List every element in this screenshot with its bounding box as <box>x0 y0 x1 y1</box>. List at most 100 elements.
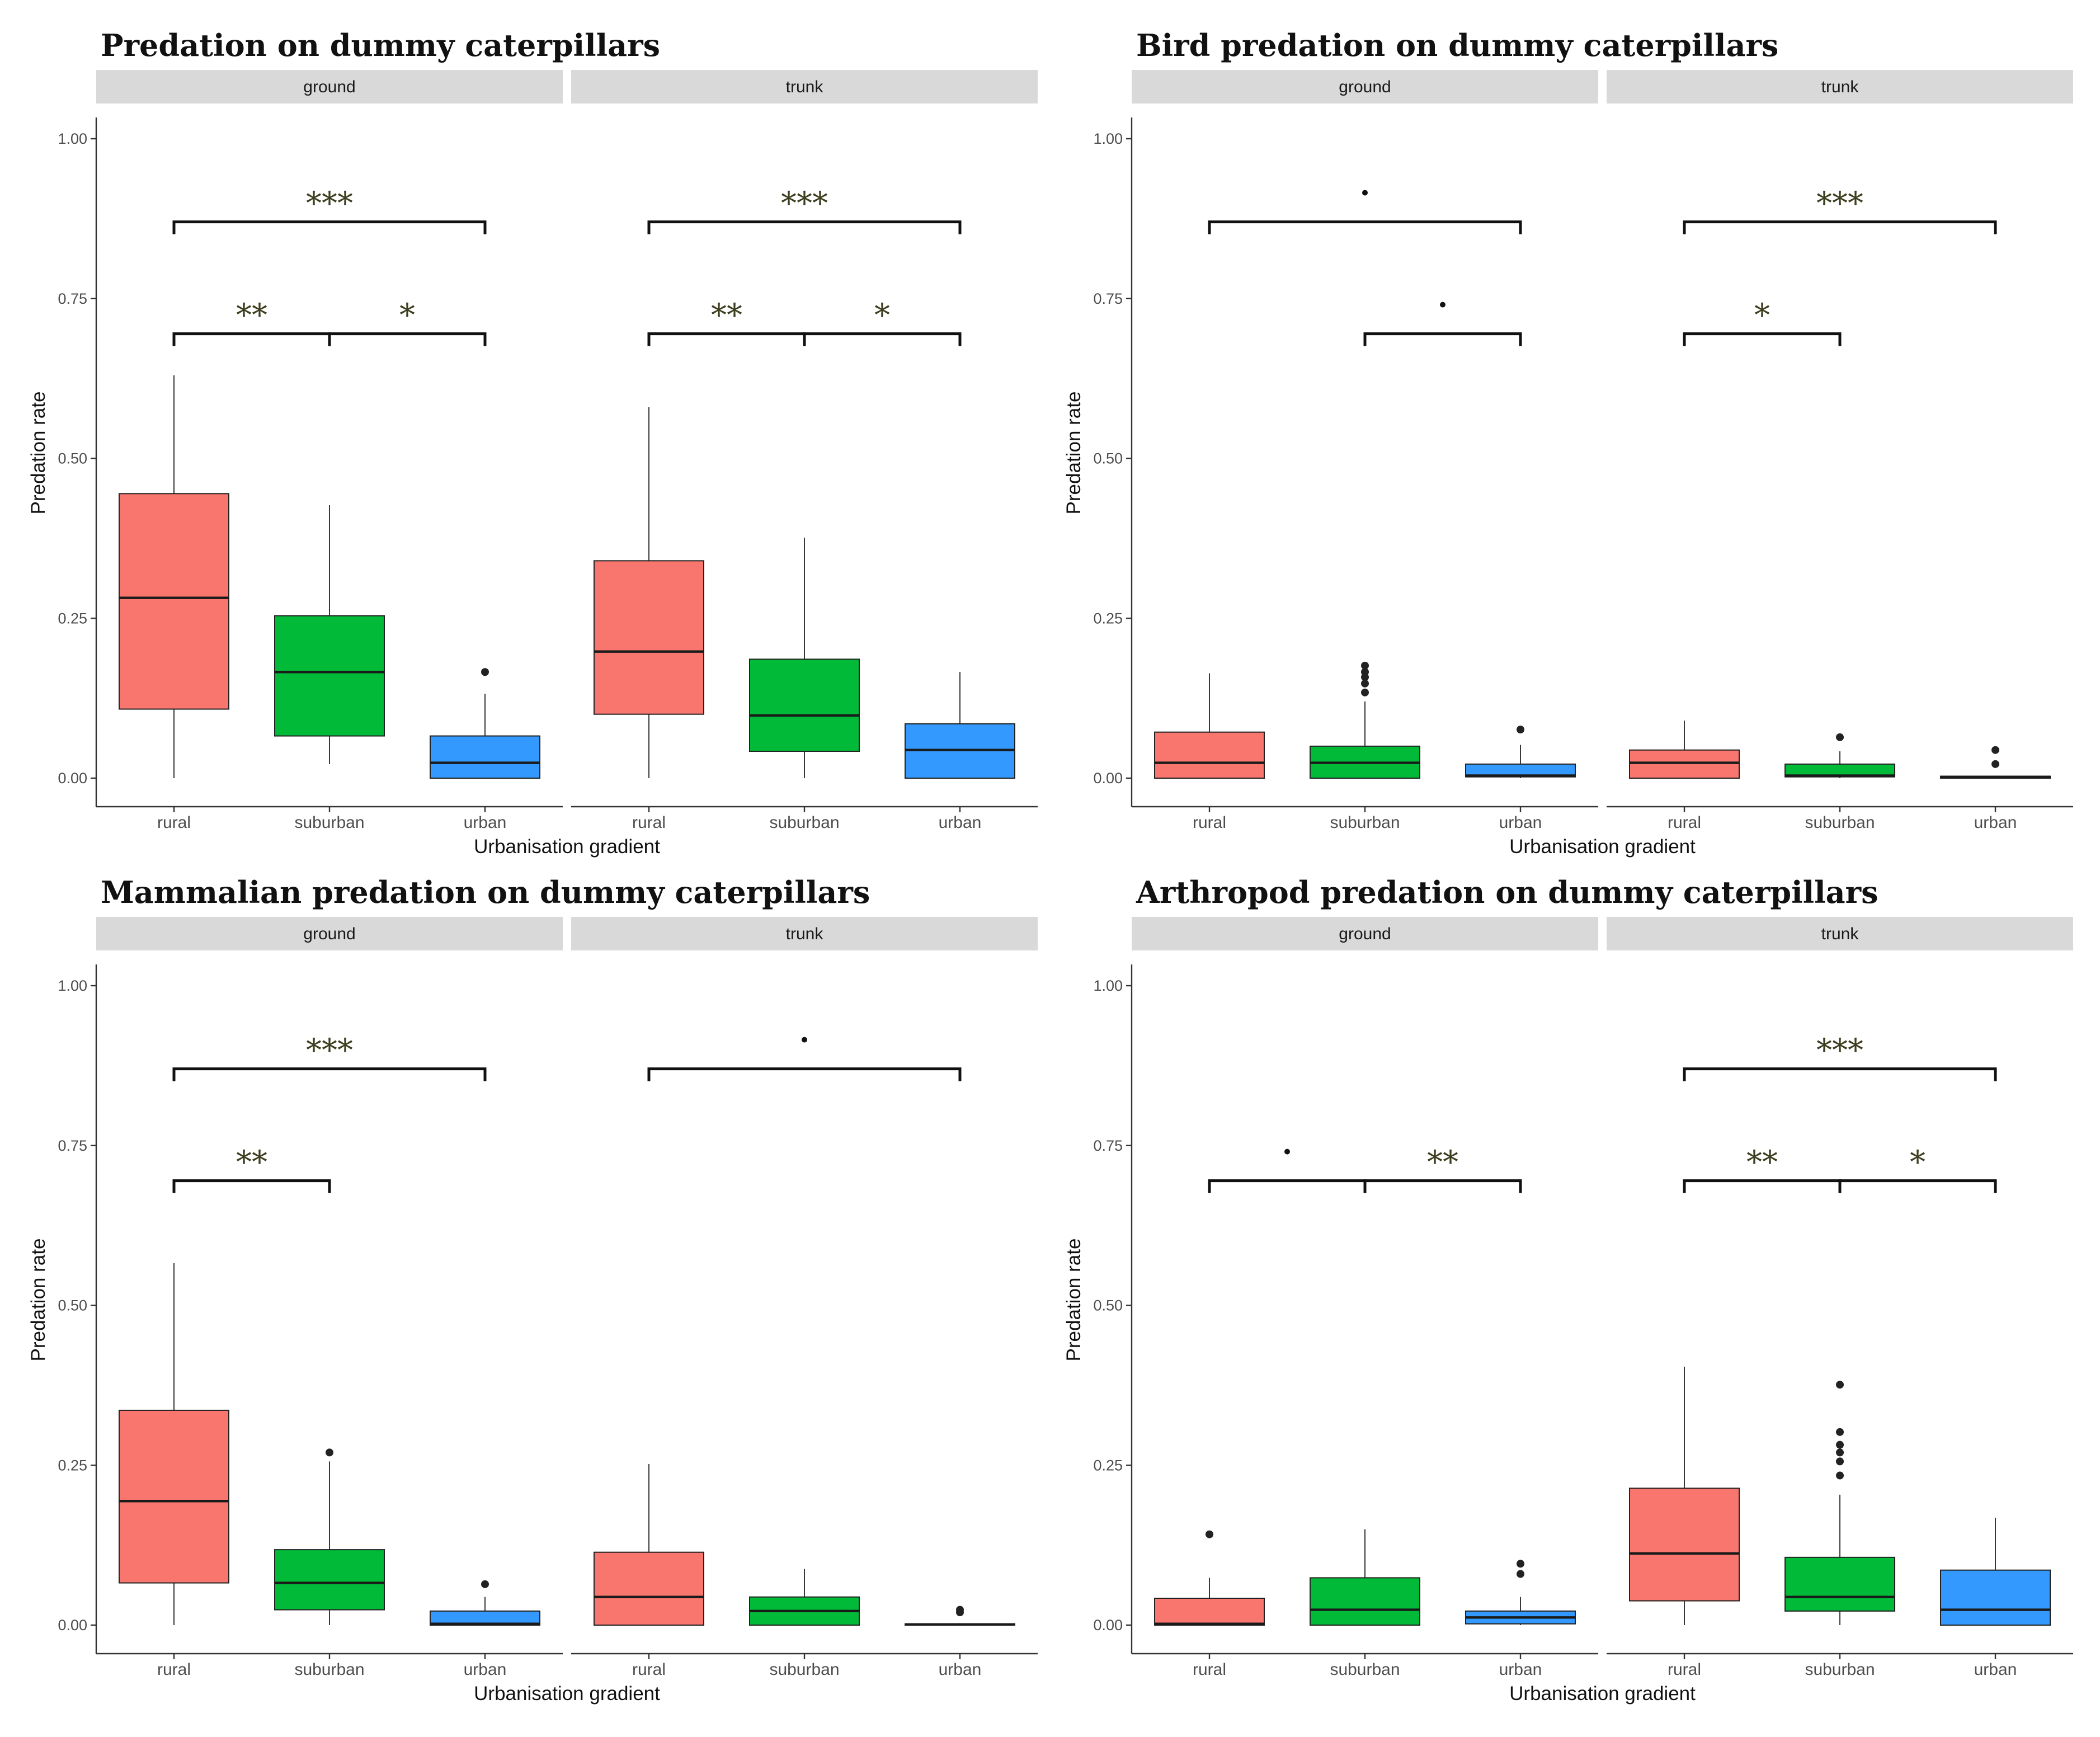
bracket-line <box>1838 1179 1997 1193</box>
significance-bracket <box>1208 1148 1367 1193</box>
box-rect <box>430 735 540 779</box>
x-tick-label-rural: rural <box>632 1660 666 1679</box>
chart-title: Bird predation on dummy caterpillars <box>1136 27 1778 63</box>
outlier-point <box>1836 1381 1844 1389</box>
box-suburban <box>749 538 860 778</box>
significance-bracket: *** <box>1683 1033 1997 1081</box>
bracket-label: *** <box>306 186 353 222</box>
box-suburban <box>1784 733 1895 778</box>
significance-bracket <box>1363 302 1522 346</box>
outlier-point <box>1361 688 1369 696</box>
box-rect <box>1154 1597 1265 1626</box>
box-urban <box>430 1580 540 1626</box>
box-rect <box>274 1549 385 1611</box>
outlier-point <box>1517 1570 1524 1578</box>
outlier-point <box>1517 726 1524 734</box>
chart-title: Predation on dummy caterpillars <box>101 27 660 63</box>
x-tick-label-rural: rural <box>1668 813 1701 832</box>
y-tick-label: 0.00 <box>1093 1617 1123 1634</box>
outlier-point <box>1836 1428 1844 1436</box>
significance-bracket: ** <box>172 1145 331 1193</box>
x-tick-label-urban: urban <box>1974 813 2017 832</box>
y-axis-title: Predation rate <box>1063 392 1085 515</box>
bracket-label: *** <box>781 186 828 222</box>
y-tick-label: 0.75 <box>1093 290 1123 307</box>
outlier-point <box>481 668 489 676</box>
x-axis-title: Urbanisation gradient <box>474 1683 660 1705</box>
bracket-line <box>1683 1179 1842 1193</box>
chart-4: Arthropod predation on dummy caterpillar… <box>1063 874 2073 1705</box>
x-tick-label-rural: rural <box>157 813 191 832</box>
box-rect <box>594 1551 704 1626</box>
bracket-label: * <box>1754 298 1770 334</box>
y-tick-label: 0.25 <box>58 1457 87 1474</box>
box-rural <box>119 1263 229 1625</box>
y-axis-title: Predation rate <box>1063 1239 1085 1362</box>
strip-label: trunk <box>786 78 824 96</box>
box-urban <box>1940 1517 2051 1626</box>
outlier-point <box>1206 1530 1213 1538</box>
significance-bracket: ** <box>647 298 806 346</box>
x-tick-label-suburban: suburban <box>769 1660 839 1679</box>
y-tick-label: 0.50 <box>1093 1297 1123 1314</box>
x-tick-label-urban: urban <box>1499 813 1542 832</box>
significance-bracket: *** <box>647 186 962 234</box>
outlier-point <box>1836 1471 1844 1480</box>
bracket-label: *** <box>1816 186 1863 222</box>
bracket-label: ** <box>1746 1145 1778 1181</box>
bracket-line <box>803 332 962 346</box>
y-tick-label: 0.50 <box>58 450 87 467</box>
x-tick-label-urban: urban <box>464 813 507 832</box>
outlier-point <box>1836 1448 1844 1457</box>
y-tick-label: 0.75 <box>58 1137 87 1154</box>
box-urban <box>1465 1560 1576 1625</box>
y-axis-title: Predation rate <box>27 1239 49 1362</box>
panel-ground: ground rural suburban urban <box>1132 70 1598 832</box>
strip-label: ground <box>1339 925 1391 943</box>
y-tick-label: 1.00 <box>58 130 87 147</box>
strip-background <box>96 70 563 103</box>
significance-bracket: *** <box>172 1033 487 1081</box>
box-urban <box>1465 726 1576 778</box>
x-tick-label-suburban: suburban <box>1805 813 1875 832</box>
outlier-point <box>326 1448 333 1457</box>
significance-bracket: *** <box>1683 186 1997 234</box>
box-rect <box>119 1409 229 1584</box>
box-rural <box>1629 1367 1740 1625</box>
box-rect <box>594 560 704 715</box>
box-rect <box>1154 731 1265 779</box>
box-suburban <box>1784 1381 1895 1625</box>
strip-label: ground <box>303 925 355 943</box>
x-tick-label-rural: rural <box>1193 1660 1226 1679</box>
x-tick-label-rural: rural <box>1193 813 1226 832</box>
significance-bracket: * <box>1838 1145 1997 1193</box>
bracket-label <box>1362 190 1368 196</box>
bracket-label: ** <box>711 298 742 334</box>
box-suburban <box>274 1448 385 1625</box>
box-rect <box>1465 763 1576 778</box>
y-tick-label: 0.25 <box>58 610 87 627</box>
box-urban <box>905 1606 1015 1626</box>
bracket-line <box>1683 1067 1997 1081</box>
x-tick-label-urban: urban <box>939 1660 982 1679</box>
strip-label: trunk <box>1821 925 1859 943</box>
x-tick-label-rural: rural <box>632 813 666 832</box>
strip-background <box>1132 917 1598 950</box>
y-tick-label: 0.75 <box>1093 1137 1123 1154</box>
chart-1: Predation on dummy caterpillars 0.00 0.25 0… <box>27 27 1038 858</box>
bracket-line <box>1683 220 1997 234</box>
chart-3: Mammalian predation on dummy caterpillar… <box>27 874 1038 1705</box>
bracket-label: * <box>399 298 415 334</box>
x-axis-title: Urbanisation gradient <box>1509 836 1696 858</box>
significance-bracket: *** <box>172 186 487 234</box>
bracket-line <box>172 332 331 346</box>
significance-bracket <box>647 1037 962 1081</box>
bracket-label <box>802 1037 807 1043</box>
bracket-line <box>1363 332 1522 346</box>
box-rect <box>1940 1569 2051 1626</box>
y-tick-label: 0.00 <box>58 1617 87 1634</box>
x-axis-title: Urbanisation gradient <box>474 836 660 858</box>
strip-label: trunk <box>786 925 824 943</box>
bracket-line <box>647 1067 962 1081</box>
